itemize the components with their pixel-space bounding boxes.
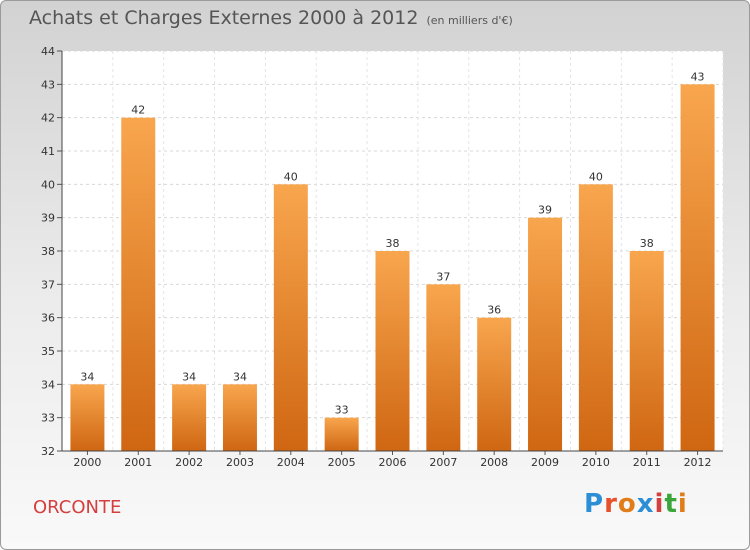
x-tick-label: 2005 [328,456,356,469]
bar-2009 [528,217,563,451]
logo-letter: i [654,489,665,519]
bar-2005 [324,417,359,451]
data-label-2011: 38 [640,237,654,250]
data-label-2003: 34 [233,370,247,383]
x-tick-label: 2007 [429,456,457,469]
y-tick-label: 40 [41,178,55,191]
data-label-2010: 40 [589,170,603,183]
y-tick-label: 44 [41,45,55,58]
x-tick-label: 2012 [684,456,712,469]
data-label-2001: 42 [131,104,145,117]
axes: 32 33 34 35 36 37 38 39 40 41 42 43 44 2000 2001 2002 20… [41,45,723,469]
x-tick-label: 2002 [175,456,203,469]
data-label-2006: 38 [386,237,400,250]
x-tick-label: 2001 [124,456,152,469]
logo-letter: x [636,489,655,519]
y-tick-label: 42 [41,112,55,125]
logo-letter: o [617,489,637,519]
logo-letter: r [604,489,618,519]
logo-letter: t [664,489,678,519]
logo-letter: P [584,489,605,519]
bar-2011 [629,251,664,451]
data-label-2005: 33 [335,404,349,417]
bar-2003 [222,384,257,451]
y-tick-label: 36 [41,312,55,325]
x-tick-label: 2010 [582,456,610,469]
y-tick-label: 37 [41,278,55,291]
chart-subtitle: (en milliers d'€) [426,14,513,27]
data-label-2000: 34 [80,370,94,383]
y-tick-label: 32 [41,445,55,458]
y-tick-label: 33 [41,412,55,425]
bar-2008 [477,317,512,451]
bar-2006 [375,251,410,451]
x-tick-label: 2000 [73,456,101,469]
y-tick-label: 39 [41,212,55,225]
bar-2002 [172,384,207,451]
data-label-2007: 37 [436,270,450,283]
data-label-2004: 40 [284,170,298,183]
chart-title: Achats et Charges Externes 2000 à 2012 (e… [29,7,513,29]
data-label-2002: 34 [182,370,196,383]
x-tick-label: 2008 [480,456,508,469]
logo-letter: i [677,489,688,519]
title-text: Achats et Charges Externes 2000 à 2012 [29,7,419,29]
proxiti-logo[interactable]: Proxiti [584,489,688,519]
x-tick-label: 2004 [277,456,305,469]
y-tick-label: 38 [41,245,55,258]
y-tick-label: 35 [41,345,55,358]
bar-2007 [426,284,461,451]
commune-name: ORCONTE [33,497,122,518]
x-tick-label: 2006 [379,456,407,469]
bar-2001 [121,117,156,452]
x-tick-label: 2003 [226,456,254,469]
data-label-2012: 43 [691,70,705,83]
bar-2000 [70,384,105,451]
y-tick-label: 43 [41,78,55,91]
data-label-2009: 39 [538,204,552,217]
x-tick-label: 2009 [531,456,559,469]
y-tick-label: 34 [41,378,55,391]
data-label-2008: 36 [487,304,501,317]
bars: 34 42 34 34 40 33 38 37 36 39 40 38 43 [70,70,715,452]
bar-2010 [578,184,613,452]
bar-2012 [680,84,715,451]
x-tick-label: 2011 [633,456,661,469]
bar-2004 [273,184,308,452]
y-tick-label: 41 [41,145,55,158]
